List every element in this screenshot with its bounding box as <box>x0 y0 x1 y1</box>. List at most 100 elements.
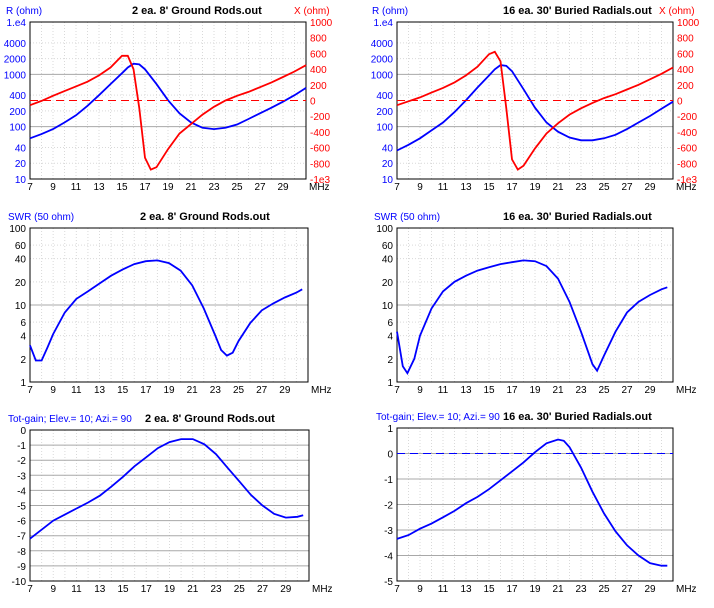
right-axis-label: X (ohm) <box>294 6 330 17</box>
y-tick-label: 200 <box>376 107 393 118</box>
y-tick-label: 20 <box>382 278 394 289</box>
series-line-swr-50-ohm- <box>396 259 668 376</box>
y-tick-label: 40 <box>382 143 394 154</box>
x-tick-label: 23 <box>208 182 220 193</box>
left-axis-label: Tot-gain; Elev.= 10; Azi.= 90 <box>376 412 500 423</box>
chart-title: 2 ea. 8' Ground Rods.out <box>140 211 270 223</box>
y-tick-label: -3 <box>384 526 393 537</box>
plot-frame <box>396 427 674 582</box>
y-tick-label: 6 <box>387 318 393 329</box>
chart-panel-3: 7 9 11 13 15 17 19 21 23 25 27 29 MHz100604020106421… <box>8 211 332 396</box>
y-tick-label: -1 <box>17 441 26 452</box>
x-tick-label: 29 <box>644 584 656 595</box>
x-tick-label: 7 <box>394 385 400 396</box>
chart-panel-5: 7 9 11 13 15 17 19 21 23 25 27 29 MHz 0 -1 -2 -3 -4 -5 -6 -7… <box>8 413 333 595</box>
x-tick-label: 11 <box>438 182 449 193</box>
x-tick-label: 27 <box>621 385 633 396</box>
right-y-tick-label: 800 <box>677 34 694 45</box>
y-tick-label: 1 <box>387 424 393 435</box>
y-tick-label: 20 <box>382 159 394 170</box>
x-tick-label: 13 <box>94 385 106 396</box>
y-tick-label: 4 <box>387 332 393 343</box>
x-tick-label: 21 <box>187 385 199 396</box>
y-tick-label: 1.e4 <box>374 18 394 29</box>
y-tick-label: 1000 <box>4 70 27 81</box>
x-tick-label: 15 <box>483 182 495 193</box>
y-tick-label: -5 <box>17 502 26 513</box>
y-tick-label: 10 <box>382 301 394 312</box>
y-tick-label: 2 <box>20 355 26 366</box>
y-tick-label: -7 <box>17 532 26 543</box>
x-tick-label: 11 <box>71 182 82 193</box>
x-tick-label: 9 <box>50 182 56 193</box>
x-tick-label: 23 <box>575 385 587 396</box>
x-tick-label: 29 <box>644 182 656 193</box>
y-tick-label: 4000 <box>4 39 27 50</box>
x-tick-label: 19 <box>162 182 174 193</box>
y-tick-label: 10 <box>15 175 27 186</box>
x-tick-label: 27 <box>254 182 266 193</box>
series-line-tot-gain <box>29 438 304 540</box>
chart-title: 16 ea. 30' Buried Radials.out <box>503 411 652 423</box>
x-tick-label: 17 <box>506 182 518 193</box>
x-tick-label: 21 <box>552 182 564 193</box>
y-tick-label: -1 <box>384 475 393 486</box>
x-tick-label: 11 <box>71 385 82 396</box>
y-tick-label: 20 <box>15 278 27 289</box>
right-y-tick-label: -600 <box>310 144 330 155</box>
x-tick-label: 25 <box>598 385 610 396</box>
x-tick-label: 7 <box>27 182 33 193</box>
x-tick-label: 7 <box>27 584 33 595</box>
x-tick-label: 17 <box>141 584 153 595</box>
right-y-tick-label: 600 <box>677 49 694 60</box>
right-y-tick-label: 600 <box>310 49 327 60</box>
chart-panel-6: 7 9 11 13 15 17 19 21 23 25 27 29 MHz 1 0 -1 -2 -3 -4 -5 Tot… <box>376 411 697 595</box>
series-line-x-ohm- <box>396 50 674 171</box>
x-tick-label: 27 <box>621 182 633 193</box>
right-y-tick-label: 200 <box>677 81 694 92</box>
chart-panel-4: 7 9 11 13 15 17 19 21 23 25 27 29 MHz100604020106421… <box>374 211 697 396</box>
y-tick-label: 100 <box>9 224 26 235</box>
x-tick-label: 19 <box>529 182 541 193</box>
x-tick-label: 25 <box>598 584 610 595</box>
x-tick-label: 7 <box>27 385 33 396</box>
x-tick-label: 19 <box>163 385 175 396</box>
x-tick-label: 21 <box>552 385 564 396</box>
x-tick-label: 25 <box>234 584 246 595</box>
x-tick-label: 15 <box>117 385 129 396</box>
x-tick-label: 19 <box>529 385 541 396</box>
x-tick-label: 11 <box>71 584 82 595</box>
x-tick-label: 25 <box>598 182 610 193</box>
left-axis-label: SWR (50 ohm) <box>8 212 74 223</box>
x-axis-label: MHz <box>309 182 330 193</box>
y-tick-label: -4 <box>384 552 393 563</box>
x-tick-label: 15 <box>116 182 128 193</box>
y-tick-label: 4000 <box>371 39 394 50</box>
chart-panel-2: 7 9 11 13 15 17 19 21 23 25 27 29 MHz1.e440002000100… <box>371 5 700 193</box>
x-axis-label: MHz <box>311 385 332 396</box>
x-tick-label: 29 <box>277 182 289 193</box>
y-tick-label: -2 <box>384 501 393 512</box>
plot-frame <box>29 227 309 383</box>
right-y-tick-label: 400 <box>677 65 694 76</box>
right-y-tick-label: -1e3 <box>677 175 697 186</box>
x-tick-label: 13 <box>93 182 105 193</box>
right-y-tick-label: -400 <box>677 128 697 139</box>
y-tick-label: 200 <box>9 107 26 118</box>
y-tick-label: 40 <box>382 255 394 266</box>
x-tick-label: 29 <box>279 385 291 396</box>
x-tick-label: 17 <box>140 385 152 396</box>
y-tick-label: 40 <box>15 143 27 154</box>
y-tick-label: 2000 <box>371 55 394 66</box>
x-tick-label: 15 <box>483 385 495 396</box>
x-tick-label: 23 <box>210 584 222 595</box>
series-line-x-ohm- <box>29 54 307 171</box>
right-axis-label: X (ohm) <box>659 6 695 17</box>
y-tick-label: 100 <box>376 123 393 134</box>
y-tick-label: 1.e4 <box>7 18 27 29</box>
series-line-swr-50-ohm- <box>29 259 303 362</box>
y-tick-label: 400 <box>9 91 26 102</box>
y-tick-label: 60 <box>382 241 394 252</box>
y-tick-label: 1000 <box>371 70 394 81</box>
